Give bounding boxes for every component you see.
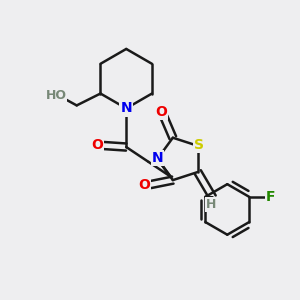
Text: N: N	[120, 101, 132, 116]
Text: O: O	[138, 178, 150, 193]
Text: S: S	[194, 138, 204, 152]
Text: F: F	[266, 190, 276, 204]
Text: O: O	[92, 138, 103, 152]
Text: O: O	[155, 105, 167, 118]
Text: N: N	[152, 151, 163, 165]
Text: HO: HO	[45, 88, 66, 101]
Text: H: H	[206, 198, 216, 211]
